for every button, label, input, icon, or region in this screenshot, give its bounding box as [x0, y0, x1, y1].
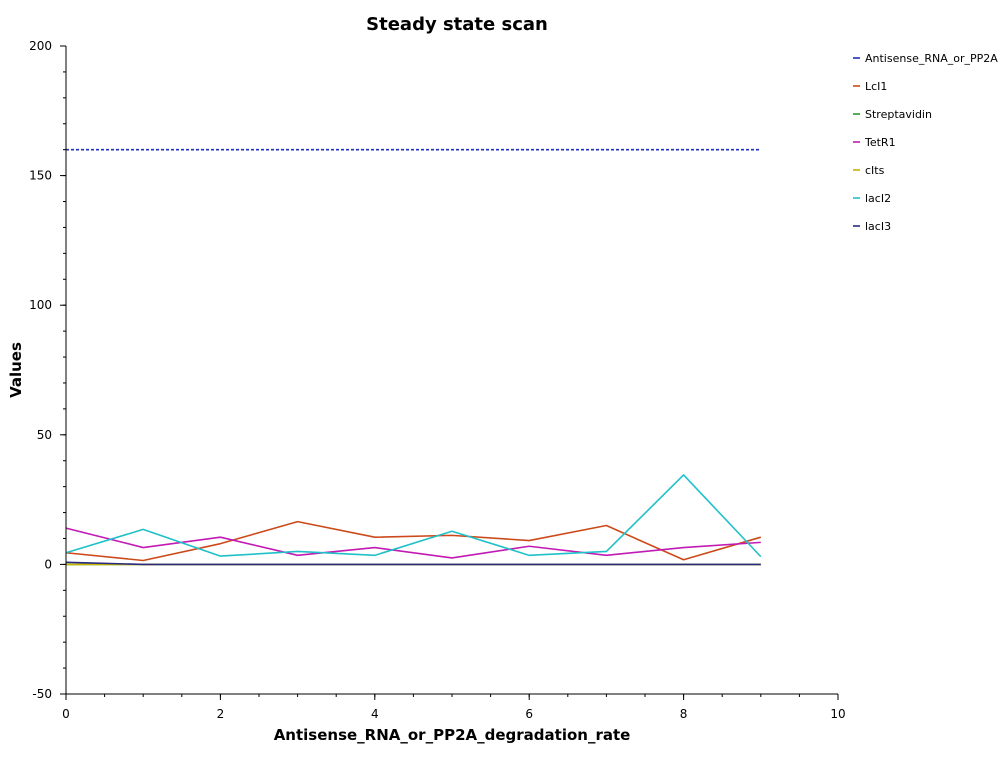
legend-item[interactable]: Antisense_RNA_or_PP2A	[853, 52, 998, 65]
y-tick-label: 0	[44, 557, 52, 571]
x-tick-label: 6	[525, 707, 533, 721]
x-tick-label: 2	[217, 707, 225, 721]
legend-item[interactable]: LcI1	[853, 80, 887, 93]
y-tick-label: -50	[32, 687, 52, 701]
series-line-laci3	[65, 561, 761, 566]
x-tick-label: 10	[830, 707, 845, 721]
x-tick-label: 4	[371, 707, 379, 721]
y-tick-label: 150	[29, 169, 52, 183]
x-axis-title: Antisense_RNA_or_PP2A_degradation_rate	[274, 726, 631, 744]
chart-title: Steady state scan	[366, 14, 548, 35]
series-line-laci2	[65, 474, 762, 558]
legend-label: Streptavidin	[865, 108, 932, 121]
y-tick-label: 100	[29, 298, 52, 312]
legend-label: cIts	[865, 164, 885, 177]
legend-label: TetR1	[864, 136, 896, 149]
legend-item[interactable]: TetR1	[853, 136, 896, 149]
legend: Antisense_RNA_or_PP2A LcI1 Streptavidin Tet…	[853, 52, 998, 233]
legend-label: LcI1	[865, 80, 887, 93]
x-tick-label: 8	[680, 707, 688, 721]
series-line-lci1	[65, 520, 762, 562]
y-tick-label: 200	[29, 39, 52, 53]
y-axis: -50 0 50 100 150 200	[29, 39, 67, 701]
y-axis-title: Values	[7, 342, 25, 398]
legend-label: lacI2	[865, 192, 891, 205]
legend-item[interactable]: lacI2	[853, 192, 891, 205]
x-tick-label: 0	[62, 707, 70, 721]
legend-item[interactable]: Streptavidin	[853, 108, 932, 121]
x-axis: 0 2 4 6 8 10	[62, 693, 846, 721]
legend-label: lacI3	[865, 220, 891, 233]
plot-area	[65, 148, 762, 566]
legend-label: Antisense_RNA_or_PP2A	[865, 52, 998, 65]
legend-item[interactable]: cIts	[853, 164, 885, 177]
legend-item[interactable]: lacI3	[853, 220, 891, 233]
y-tick-label: 50	[37, 428, 52, 442]
